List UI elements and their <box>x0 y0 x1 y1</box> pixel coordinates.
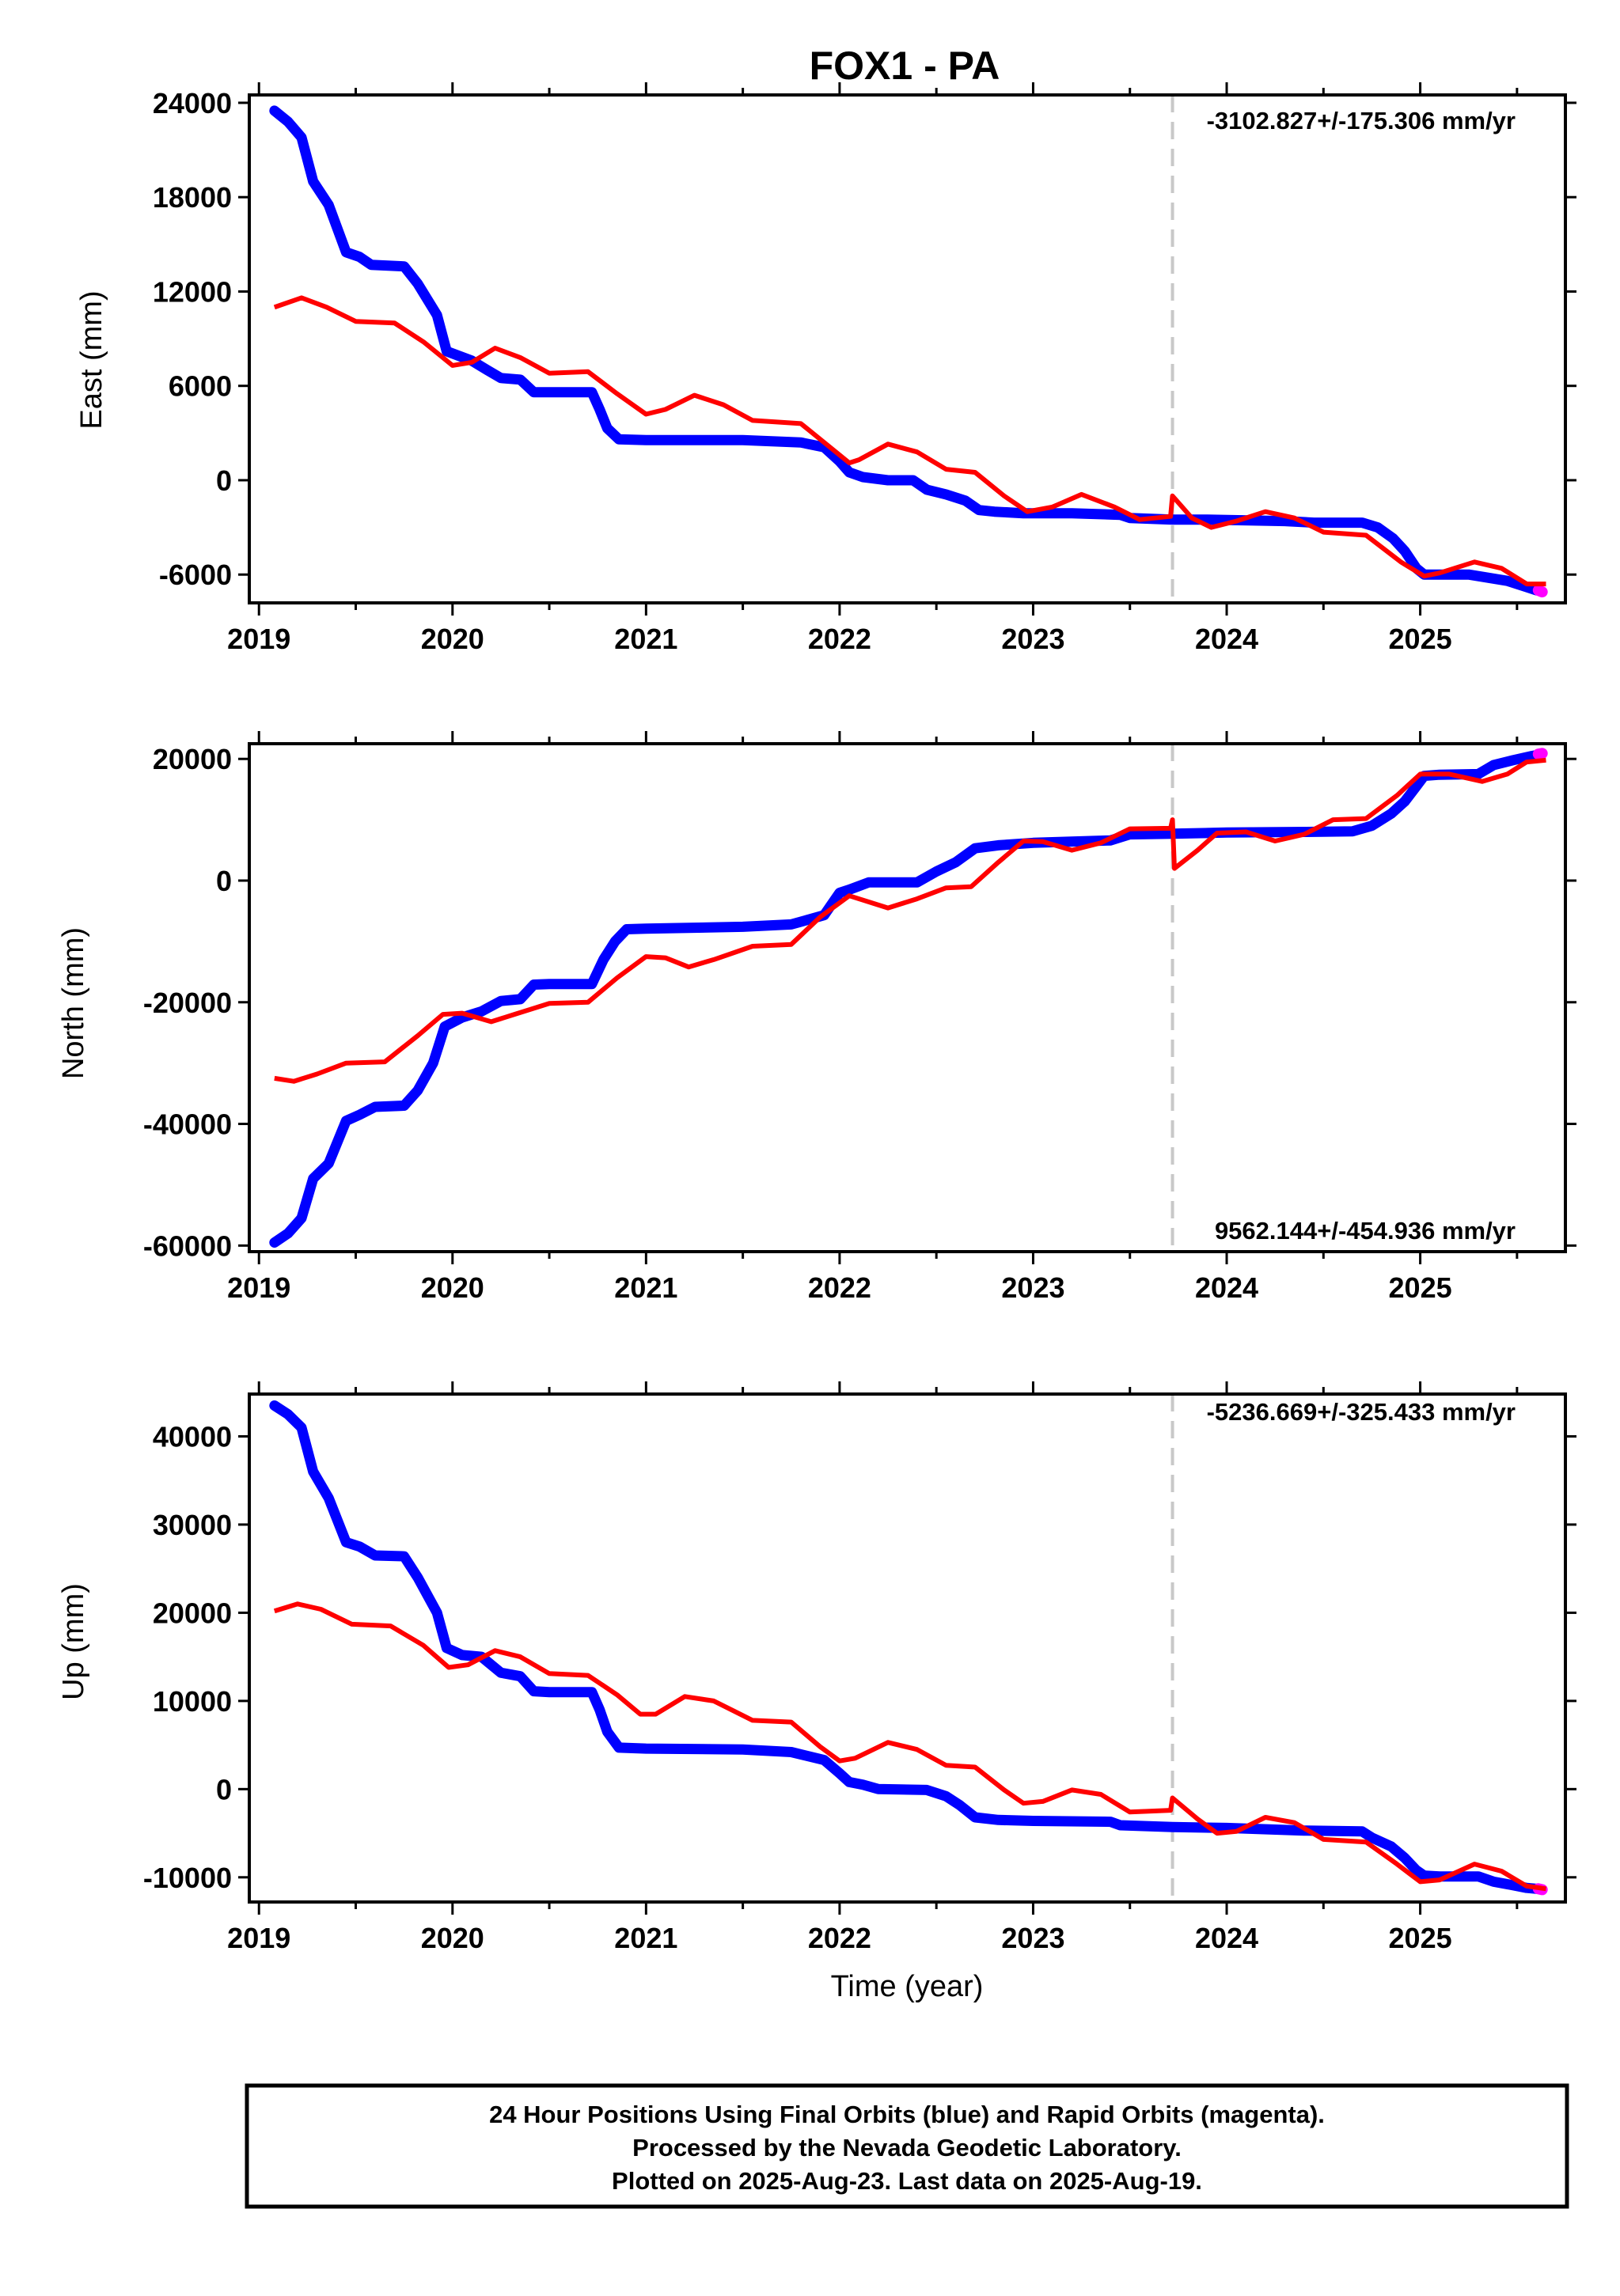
x-tick-label-north: 2019 <box>227 1271 290 1304</box>
x-tick-label-east: 2020 <box>421 623 484 655</box>
x-tick-label-up: 2020 <box>421 1922 484 1954</box>
rate-east: -3102.827+/-175.306 mm/yr <box>1207 107 1516 135</box>
x-tick-label-north: 2022 <box>808 1271 871 1304</box>
x-tick-label-up: 2019 <box>227 1922 290 1954</box>
series-final-north <box>269 750 1542 1248</box>
series-final-up <box>269 1400 1542 1894</box>
footer-box: 24 Hour Positions Using Final Orbits (bl… <box>245 2083 1569 2209</box>
x-tick-label-up: 2021 <box>614 1922 677 1954</box>
x-tick-label-north: 2024 <box>1195 1271 1258 1304</box>
x-tick-label-east: 2023 <box>1001 623 1064 655</box>
y-tick-label-up: -10000 <box>143 1862 232 1894</box>
panel-east: East (mm) -3102.827+/-175.306 mm/yr 2400… <box>75 82 1576 655</box>
x-tick-label-east: 2022 <box>808 623 871 655</box>
panel-north: North (mm) 9562.144+/-454.936 mm/yr 2000… <box>57 731 1576 1304</box>
x-tick-label-up: 2023 <box>1001 1922 1064 1954</box>
series-model-east <box>273 295 1546 587</box>
plot-frame-east <box>248 93 1567 604</box>
y-tick-label-north: 0 <box>216 865 232 897</box>
footer-border <box>245 2083 1569 2209</box>
y-axis-label-up: Up (mm) <box>57 1583 90 1700</box>
plot-frame-north <box>248 742 1567 1253</box>
y-tick-label-east: 6000 <box>169 370 232 403</box>
footer-line-2: Processed by the Nevada Geodetic Laborat… <box>632 2134 1182 2161</box>
x-tick-label-east: 2021 <box>614 623 677 655</box>
panel-up: Up (mm) -5236.669+/-325.433 mm/yr 40000 3… <box>57 1381 1576 1954</box>
footer-line-3: Plotted on 2025-Aug-23. Last data on 202… <box>612 2167 1202 2195</box>
x-axis-label: Time (year) <box>831 1970 984 2003</box>
y-tick-label-east: -6000 <box>159 559 232 591</box>
y-tick-label-up: 40000 <box>153 1421 232 1453</box>
series-rapid-north <box>1532 748 1548 760</box>
x-tick-label-north: 2020 <box>421 1271 484 1304</box>
y-tick-label-up: 30000 <box>153 1509 232 1541</box>
y-tick-label-up: 20000 <box>153 1597 232 1629</box>
x-tick-label-east: 2024 <box>1195 623 1258 655</box>
series-model-north <box>274 757 1546 1084</box>
y-tick-label-east: 0 <box>216 464 232 497</box>
y-axis-label-north: North (mm) <box>57 927 90 1079</box>
rate-north: 9562.144+/-454.936 mm/yr <box>1215 1217 1516 1245</box>
y-tick-label-up: 10000 <box>153 1685 232 1718</box>
y-tick-label-north: -60000 <box>143 1229 232 1262</box>
series-final-east <box>269 105 1542 596</box>
series-rapid-east <box>1532 585 1548 598</box>
x-tick-label-up: 2024 <box>1195 1922 1258 1954</box>
y-tick-label-east: 18000 <box>153 181 232 214</box>
chart-title: FOX1 - PA <box>810 44 1000 88</box>
x-tick-label-up: 2025 <box>1389 1922 1452 1954</box>
y-tick-label-east: 12000 <box>153 275 232 308</box>
x-tick-label-north: 2025 <box>1389 1271 1452 1304</box>
x-tick-label-up: 2022 <box>808 1922 871 1954</box>
y-tick-label-east: 24000 <box>153 87 232 119</box>
y-tick-label-up: 0 <box>216 1773 232 1805</box>
footer-line-1: 24 Hour Positions Using Final Orbits (bl… <box>489 2101 1325 2128</box>
y-tick-label-north: 20000 <box>153 743 232 775</box>
x-tick-label-north: 2021 <box>614 1271 677 1304</box>
rate-up: -5236.669+/-325.433 mm/yr <box>1207 1398 1516 1426</box>
x-tick-label-north: 2023 <box>1001 1271 1064 1304</box>
plot-frame-up <box>248 1392 1567 1904</box>
y-tick-label-north: -20000 <box>143 987 232 1019</box>
series-model-up <box>273 1601 1546 1892</box>
x-tick-label-east: 2019 <box>227 623 290 655</box>
y-axis-label-east: East (mm) <box>75 290 108 429</box>
x-tick-label-east: 2025 <box>1389 623 1452 655</box>
y-tick-label-north: -40000 <box>143 1108 232 1141</box>
